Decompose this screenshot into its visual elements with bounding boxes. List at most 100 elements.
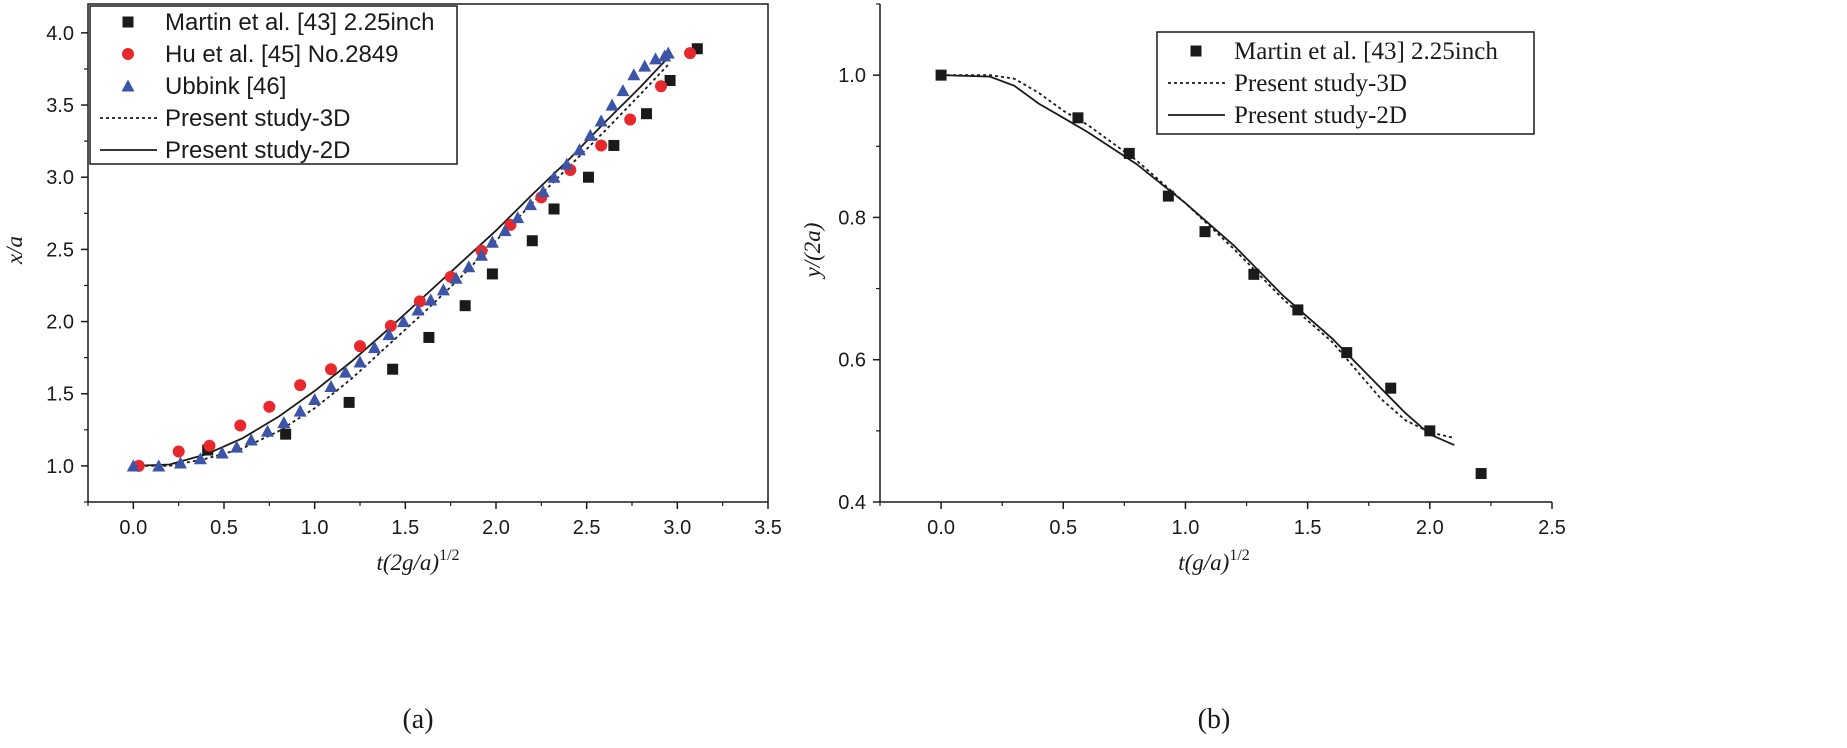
panel-a-x-ticks: 0.0 0.5 1.0 1.5 2.0 2.5 3.0 3.5 — [87, 502, 782, 539]
panel-b-series-lines — [941, 74, 1455, 446]
data-point-triangle — [126, 459, 140, 472]
data-point-triangle — [424, 293, 438, 306]
y-tick-label: 1.5 — [46, 384, 74, 406]
data-point-triangle — [627, 68, 641, 81]
data-point-triangle — [152, 459, 166, 472]
data-point-square — [343, 396, 355, 408]
data-point-square — [486, 268, 498, 280]
legend-entry-label: Hu et al. [45] No.2849 — [165, 41, 398, 68]
data-point-square — [1385, 382, 1397, 394]
data-point-triangle — [308, 393, 322, 406]
x-tick-label: 1.5 — [1294, 517, 1322, 539]
y-tick-label: 0.6 — [838, 350, 866, 372]
data-point-circle — [655, 80, 668, 93]
data-point-square — [582, 171, 594, 183]
y-tick-label: 3.0 — [46, 167, 74, 189]
data-point-triangle — [436, 283, 450, 296]
legend-box — [1156, 31, 1535, 135]
panel-a-y-ticks: 1.0 1.5 2.0 2.5 3.0 3.5 4.0 — [46, 23, 88, 503]
data-point-circle — [624, 113, 637, 126]
x-tick-label: 0.0 — [119, 517, 147, 539]
data-point-square — [1248, 268, 1260, 280]
data-point-triangle — [244, 433, 258, 446]
x-tick-label: 2.0 — [482, 517, 510, 539]
data-point-square — [459, 300, 471, 312]
x-tick-label: 2.5 — [573, 517, 601, 539]
axis-title-main: t(2g/a) — [376, 550, 439, 575]
axis-title-main: t(g/a) — [1178, 550, 1229, 575]
x-tick-label: 1.0 — [1172, 517, 1200, 539]
data-point-square — [387, 363, 399, 375]
data-point-triangle — [261, 424, 275, 437]
data-point-circle — [413, 295, 426, 308]
data-point-triangle — [485, 235, 499, 248]
x-tick-label: 0.5 — [1049, 517, 1077, 539]
legend-marker-square — [122, 16, 134, 28]
panel-a-label: (a) — [402, 704, 433, 735]
legend-entry-label: Present study-2D — [165, 137, 350, 164]
y-tick-label: 1.0 — [46, 456, 74, 478]
y-tick-label: 0.8 — [838, 207, 866, 229]
data-point-triangle — [560, 157, 574, 170]
data-point-triangle — [193, 452, 207, 465]
legend-entry-label: Present study-3D — [1234, 70, 1407, 97]
legend-marker-square — [1190, 45, 1202, 57]
data-point-square — [423, 331, 435, 343]
legend-marker-triangle — [121, 79, 135, 92]
data-point-triangle — [215, 446, 229, 459]
x-tick-label: 1.0 — [301, 517, 329, 539]
panel-b-axes — [879, 4, 1552, 503]
legend-entry-label: Ubbink [46] — [165, 73, 286, 100]
data-point-circle — [263, 400, 276, 413]
data-point-square — [664, 75, 676, 87]
x-tick-label: 1.5 — [391, 517, 419, 539]
x-tick-label: 3.5 — [754, 517, 782, 539]
data-point-circle — [324, 363, 337, 376]
axis-title-superscript: 1/2 — [1229, 547, 1249, 564]
data-point-circle — [234, 419, 247, 432]
data-point-square — [548, 203, 560, 215]
data-point-triangle — [277, 416, 291, 429]
legend-entry-label: Martin et al. [43] 2.25inch — [165, 9, 434, 36]
data-point-triangle — [523, 198, 537, 211]
data-point-square — [935, 69, 947, 81]
data-point-triangle — [368, 341, 382, 354]
data-point-triangle — [382, 328, 396, 341]
data-point-square — [1424, 425, 1436, 437]
data-point-triangle — [462, 260, 476, 273]
data-point-triangle — [474, 248, 488, 261]
legend-entry-label: Present study-2D — [1234, 102, 1407, 129]
y-tick-label: 2.0 — [46, 312, 74, 334]
data-point-triangle — [638, 59, 652, 72]
data-point-triangle — [594, 114, 608, 127]
y-tick-label: 2.5 — [46, 239, 74, 261]
y-tick-label: 4.0 — [46, 23, 74, 45]
panel-b-x-ticks: 0.0 0.5 1.0 1.5 2.0 2.5 — [879, 502, 1566, 539]
data-point-triangle — [605, 98, 619, 111]
data-point-square — [641, 108, 653, 120]
series-line-3d — [941, 74, 1455, 439]
data-point-square — [691, 43, 703, 55]
legend-entry-label: Martin et al. [43] 2.25inch — [1234, 38, 1498, 65]
panel-b-label: (b) — [1198, 704, 1231, 735]
panel-a-x-axis-title: t(2g/a)1/2 — [376, 547, 459, 575]
data-point-triangle — [547, 170, 561, 183]
data-point-triangle — [511, 211, 525, 224]
data-point-triangle — [572, 143, 586, 156]
x-tick-label: 0.5 — [210, 517, 238, 539]
panel-a-chart: 0.0 0.5 1.0 1.5 2.0 2.5 3.0 3.5 1.0 1.5 2.0 2.5 3.0… — [2, 3, 782, 735]
x-tick-label: 2.5 — [1538, 517, 1566, 539]
data-point-triangle — [338, 365, 352, 378]
data-point-circle — [294, 379, 307, 392]
data-point-triangle — [230, 440, 244, 453]
data-point-triangle — [536, 185, 550, 198]
legend-box — [89, 5, 458, 165]
legend-entry-label: Present study-3D — [165, 105, 350, 132]
series-line-2d — [133, 56, 669, 467]
data-point-square — [1123, 147, 1135, 159]
data-point-triangle — [661, 46, 675, 59]
data-point-circle — [203, 439, 216, 452]
data-point-square — [1475, 468, 1487, 480]
data-point-square — [1341, 347, 1353, 359]
panel-b-y-ticks: 0.4 0.6 0.8 1.0 — [838, 3, 880, 514]
